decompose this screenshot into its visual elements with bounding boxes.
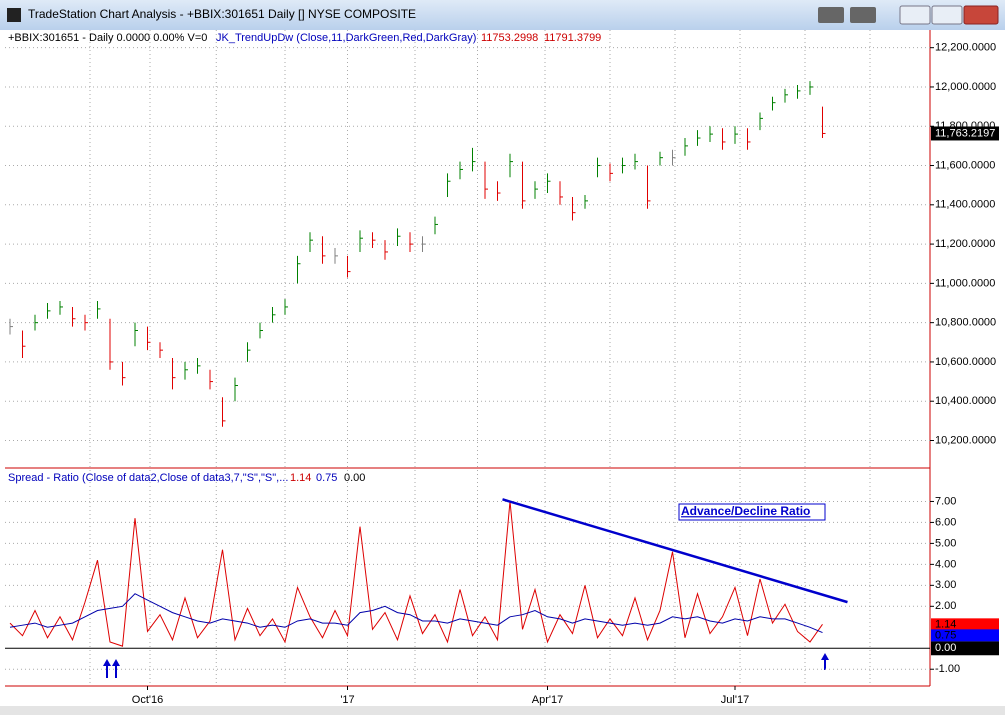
close-button[interactable] <box>963 5 999 25</box>
minimize-button[interactable] <box>899 5 931 25</box>
y-tick-label: 12,000.0000 <box>935 81 996 93</box>
ratio-value: 1.14 <box>290 472 311 484</box>
window-title: TradeStation Chart Analysis - +BBIX:3016… <box>28 7 416 21</box>
x-tick-label: '17 <box>340 694 354 706</box>
y-tick-label: 11,600.0000 <box>935 159 995 171</box>
series-line <box>9 501 823 647</box>
y-tick-label: 2.00 <box>935 600 956 612</box>
last-value-label: 1.14 <box>935 618 956 630</box>
series-line <box>9 593 823 633</box>
indicator-value: 11791.3799 <box>544 32 601 44</box>
y-tick-label: 11,200.0000 <box>935 238 995 250</box>
last-value-marker <box>931 618 999 631</box>
y-tick-label: 0.00 <box>935 642 956 654</box>
y-tick-label: 10,400.0000 <box>935 395 996 407</box>
y-tick-label: 5.00 <box>935 537 956 549</box>
chart-area <box>0 30 1005 715</box>
ratio-info: Spread - Ratio (Close of data2,Close of … <box>8 472 288 484</box>
sym-button[interactable] <box>818 7 844 23</box>
y-tick-label: -1.00 <box>935 663 960 675</box>
y-tick-label: 6.00 <box>935 516 956 528</box>
y-tick-label: 10,200.0000 <box>935 434 996 446</box>
annotation-box <box>678 503 826 521</box>
y-tick-label: 11,400.0000 <box>935 199 995 211</box>
y-tick-label: 3.00 <box>935 579 956 591</box>
y-tick-label: 11,000.0000 <box>935 277 995 289</box>
scrollbar[interactable] <box>0 706 1005 715</box>
y-tick-label: 12,200.0000 <box>935 42 996 54</box>
y-tick-label: 10,600.0000 <box>935 356 996 368</box>
signal-arrows <box>103 653 829 678</box>
indicator-value: 11753.2998 <box>481 32 538 44</box>
y-tick-label: 10,800.0000 <box>935 317 996 329</box>
x-tick-label: Jul'17 <box>721 694 749 706</box>
indicator-info: JK_TrendUpDw (Close,11,DarkGreen,Red,Dar… <box>216 32 476 44</box>
ratio-value: 0.00 <box>344 472 365 484</box>
annotation: Advance/Decline Ratio <box>681 504 810 518</box>
last-value-marker <box>931 629 999 642</box>
y-tick-label: 4.00 <box>935 558 956 570</box>
link-button[interactable] <box>850 7 876 23</box>
x-tick-label: Oct'16 <box>132 694 163 706</box>
x-tick-label: Apr'17 <box>532 694 563 706</box>
trendline <box>502 498 848 604</box>
maximize-button[interactable] <box>931 5 963 25</box>
last-value-label: 0.75 <box>935 629 956 641</box>
ratio-value: 0.75 <box>316 472 337 484</box>
symbol-info: +BBIX:301651 - Daily 0.0000 0.00% V=0 <box>8 32 207 44</box>
app-icon <box>7 8 21 22</box>
last-price-marker <box>931 126 999 141</box>
last-price-label: 11,763.2197 <box>935 127 995 139</box>
y-tick-label: 7.00 <box>935 495 956 507</box>
zero-marker <box>931 641 999 656</box>
